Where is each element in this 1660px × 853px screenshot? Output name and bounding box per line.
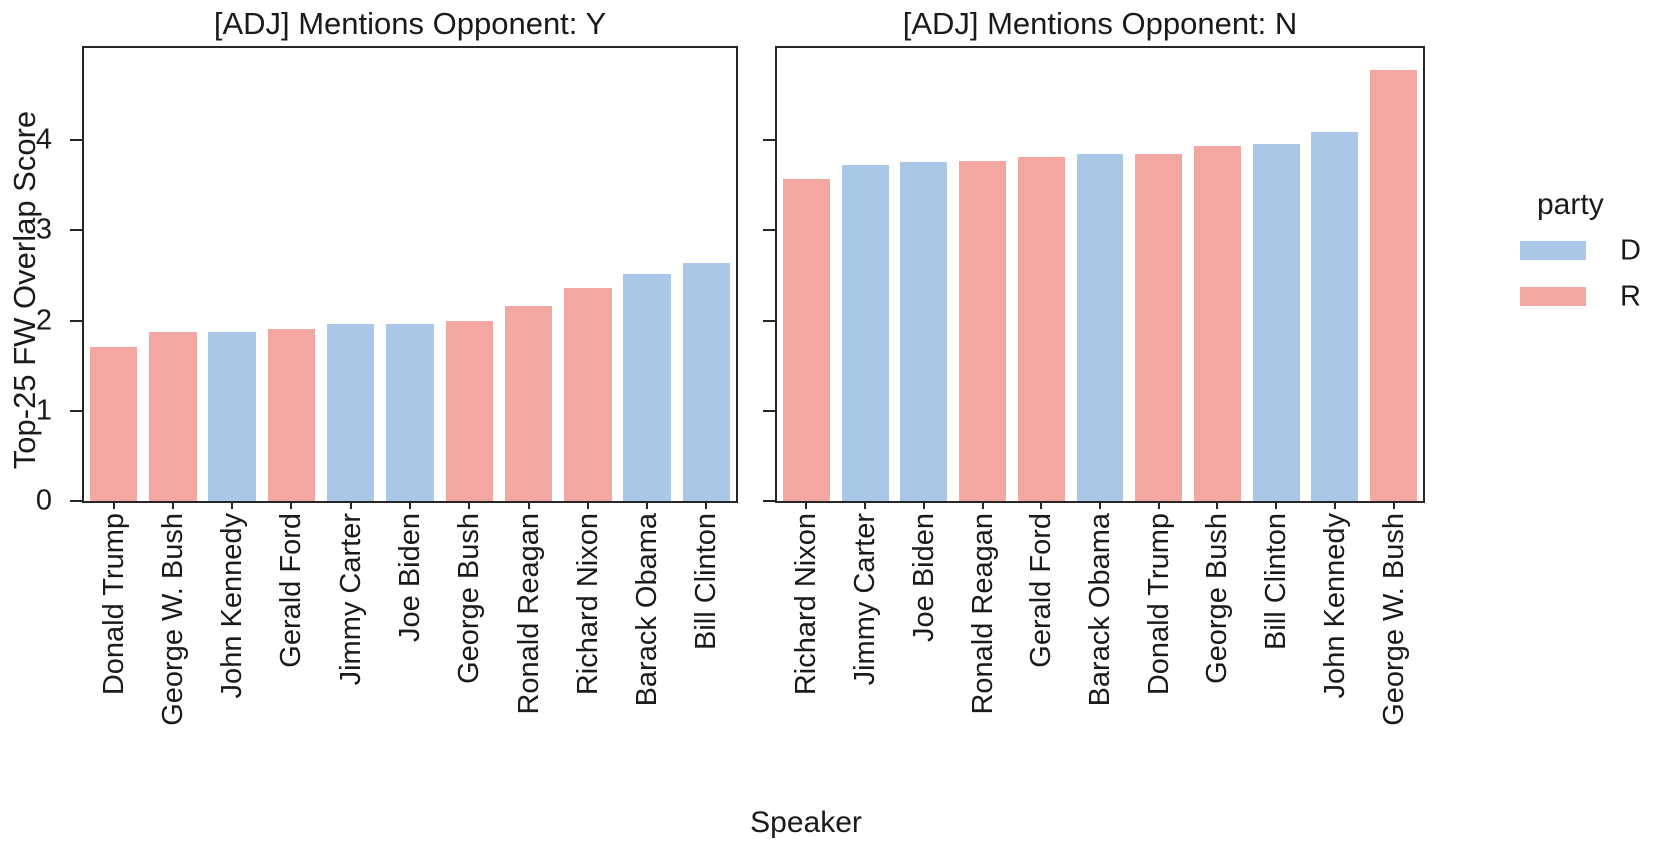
x-tick-label: Jimmy Carter	[848, 513, 881, 686]
x-tick-mark	[112, 501, 115, 509]
x-tick-mark	[586, 501, 589, 509]
bar-george-bush	[445, 320, 493, 501]
x-tick-mark	[1275, 501, 1278, 509]
legend-label-republican: R	[1620, 280, 1641, 312]
x-tick-label: Richard Nixon	[571, 513, 604, 696]
x-tick-label: Donald Trump	[1142, 513, 1175, 696]
x-tick-label: Barack Obama	[1083, 513, 1116, 707]
panel-mentions-opponent-n: [ADJ] Mentions Opponent: N Richard Nixon…	[763, 6, 1425, 726]
bar-george-w-bush	[1370, 69, 1418, 501]
x-tick-mark	[922, 501, 925, 509]
x-tick-mark	[1392, 501, 1395, 509]
y-tick-label: 4	[35, 123, 52, 156]
x-tick-label: Joe Biden	[907, 513, 940, 642]
bar-john-kennedy	[208, 332, 256, 501]
y-tick-mark	[763, 229, 777, 232]
x-tick-mark	[1040, 501, 1043, 509]
x-tick-mark	[705, 501, 708, 509]
x-tick-label: John Kennedy	[1318, 513, 1351, 699]
x-tick-label: Richard Nixon	[790, 513, 823, 696]
y-tick-mark	[70, 409, 84, 412]
x-tick-mark	[231, 501, 234, 509]
y-tick-label: 1	[35, 394, 52, 427]
panel-title-y: [ADJ] Mentions Opponent: Y	[213, 6, 607, 41]
x-tick-label: Donald Trump	[97, 513, 130, 696]
bar-george-w-bush	[149, 332, 197, 501]
x-tick-mark	[1157, 501, 1160, 509]
x-tick-label: Gerald Ford	[1025, 513, 1058, 668]
panel-mentions-opponent-y: [ADJ] Mentions Opponent: Y Donald Trump G…	[36, 6, 738, 726]
x-tick-label: George Bush	[453, 513, 486, 684]
y-tick-mark	[763, 139, 777, 142]
bar-john-kennedy	[1311, 131, 1359, 501]
y-tick-mark	[763, 319, 777, 322]
x-tick-mark	[864, 501, 867, 509]
bar-gerald-ford	[267, 328, 316, 501]
y-tick-label: 0	[35, 484, 52, 517]
x-tick-label: George Bush	[1201, 513, 1234, 684]
bar-joe-biden	[386, 324, 434, 501]
bar-donald-trump	[89, 346, 138, 501]
x-tick-mark	[1099, 501, 1101, 509]
x-tick-mark	[468, 501, 471, 509]
y-tick-mark	[763, 500, 777, 502]
x-tick-label: George W. Bush	[1377, 513, 1410, 726]
bar-bill-clinton	[1252, 143, 1300, 501]
x-tick-label: Gerald Ford	[275, 513, 308, 668]
bar-bill-clinton	[682, 262, 731, 501]
y-axis-label: Top-25 FW Overlap Score	[7, 110, 42, 470]
bar-jimmy-carter	[327, 324, 375, 501]
bar-gerald-ford	[1017, 157, 1065, 501]
y-tick-mark	[70, 229, 84, 232]
panel-title-n: [ADJ] Mentions Opponent: N	[902, 6, 1298, 41]
x-tick-mark	[171, 501, 174, 509]
x-tick-label: Ronald Reagan	[512, 513, 545, 715]
x-tick-label: Bill Clinton	[1259, 513, 1292, 650]
x-tick-mark	[527, 501, 530, 509]
bar-barack-obama	[623, 273, 671, 501]
x-axis-label: Speaker	[750, 806, 862, 839]
democrat-color-swatch	[1520, 241, 1586, 260]
bar-barack-obama	[1076, 153, 1124, 501]
bar-donald-trump	[1135, 153, 1183, 501]
x-tick-label: John Kennedy	[215, 513, 248, 699]
y-tick-mark	[70, 500, 84, 502]
x-tick-mark	[409, 501, 411, 509]
y-tick-mark	[70, 319, 84, 322]
y-tick-mark	[763, 409, 777, 412]
x-tick-mark	[1333, 501, 1336, 509]
y-tick-label: 3	[35, 213, 52, 246]
legend-title: party	[1537, 188, 1604, 221]
x-tick-mark	[349, 501, 352, 509]
x-tick-label: Jimmy Carter	[334, 513, 367, 686]
legend-label-democrat: D	[1620, 234, 1641, 266]
plot-area-n: Richard Nixon Jimmy Carter Joe Biden Ronald…	[763, 48, 1423, 726]
bar-richard-nixon	[782, 178, 830, 501]
x-tick-label: Ronald Reagan	[966, 513, 999, 715]
x-tick-label: Barack Obama	[630, 513, 663, 707]
plot-area-y: Donald Trump George W. Bush John Kennedy Ge…	[36, 48, 736, 726]
x-tick-mark	[646, 501, 649, 509]
x-tick-label: Bill Clinton	[690, 513, 723, 650]
bar-george-bush	[1193, 146, 1241, 501]
bar-jimmy-carter	[841, 165, 889, 501]
x-tick-label: George W. Bush	[156, 513, 189, 726]
x-tick-mark	[981, 501, 984, 509]
bar-richard-nixon	[564, 288, 612, 501]
bar-joe-biden	[900, 161, 948, 501]
x-tick-mark	[1216, 501, 1219, 509]
y-tick-mark	[70, 139, 84, 142]
x-tick-mark	[805, 501, 808, 509]
y-tick-label: 2	[35, 304, 52, 337]
x-tick-mark	[290, 501, 293, 509]
x-tick-label: Joe Biden	[393, 513, 426, 642]
bar-ronald-reagan	[504, 306, 553, 501]
bar-ronald-reagan	[959, 160, 1007, 501]
republican-color-swatch	[1520, 287, 1586, 306]
